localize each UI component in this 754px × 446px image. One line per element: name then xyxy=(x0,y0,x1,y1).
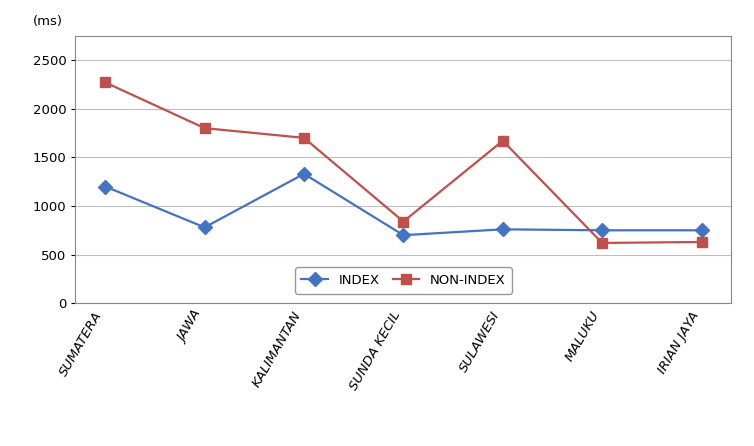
Text: (ms): (ms) xyxy=(32,15,63,28)
NON-INDEX xyxy=(598,240,607,246)
INDEX xyxy=(101,184,110,189)
Legend: INDEX, NON-INDEX: INDEX, NON-INDEX xyxy=(295,268,512,294)
INDEX xyxy=(299,171,308,177)
NON-INDEX xyxy=(697,240,706,245)
INDEX xyxy=(200,225,209,230)
Line: INDEX: INDEX xyxy=(100,169,706,240)
INDEX xyxy=(697,227,706,233)
NON-INDEX xyxy=(200,125,209,131)
Line: NON-INDEX: NON-INDEX xyxy=(100,78,706,248)
NON-INDEX xyxy=(399,219,408,224)
INDEX xyxy=(598,227,607,233)
NON-INDEX xyxy=(101,80,110,85)
NON-INDEX xyxy=(299,135,308,140)
INDEX xyxy=(498,227,507,232)
NON-INDEX xyxy=(498,138,507,144)
INDEX xyxy=(399,232,408,238)
